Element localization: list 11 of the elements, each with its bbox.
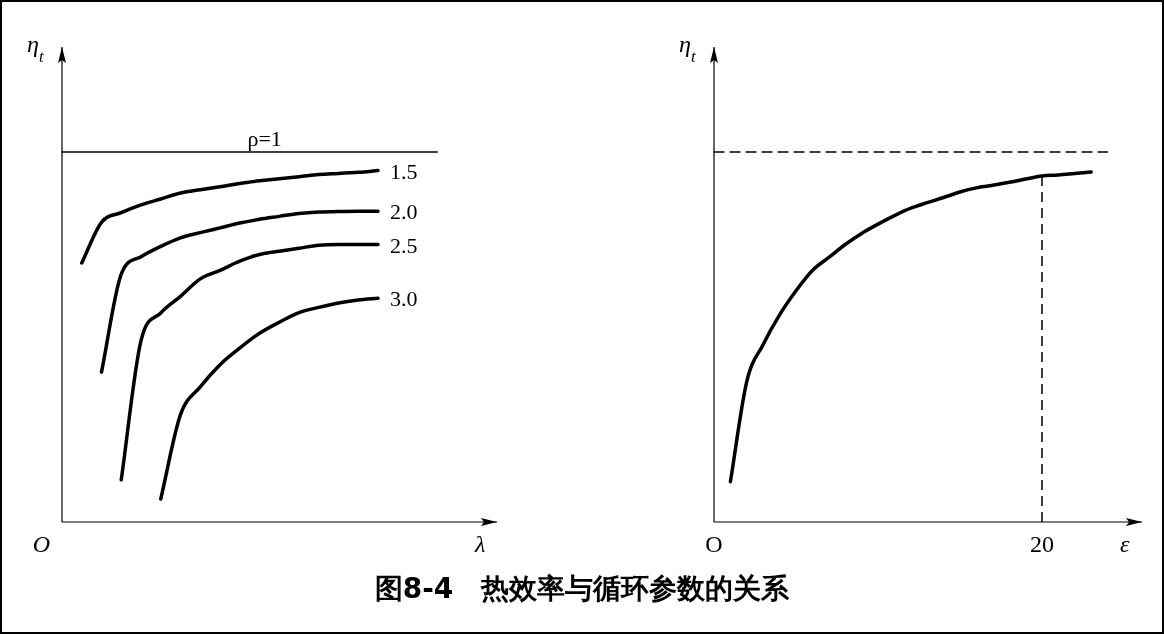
x-axis-title: λ bbox=[474, 531, 486, 557]
y-axis-title: η$_{t}$ bbox=[679, 31, 696, 66]
series-label: ρ=1 bbox=[247, 126, 282, 151]
series-label: 2.0 bbox=[390, 199, 418, 225]
caption: 图8-4 热效率与循环参数的关系 bbox=[373, 571, 791, 607]
x-axis-title: ε bbox=[1120, 531, 1130, 557]
series-label: 1.5 bbox=[390, 158, 418, 184]
x-tick-label: 20 bbox=[1030, 531, 1054, 557]
series-label: 2.5 bbox=[390, 232, 418, 258]
y-axis-title: η$_{t}$ bbox=[27, 31, 44, 66]
series-label: 3.0 bbox=[390, 286, 418, 312]
